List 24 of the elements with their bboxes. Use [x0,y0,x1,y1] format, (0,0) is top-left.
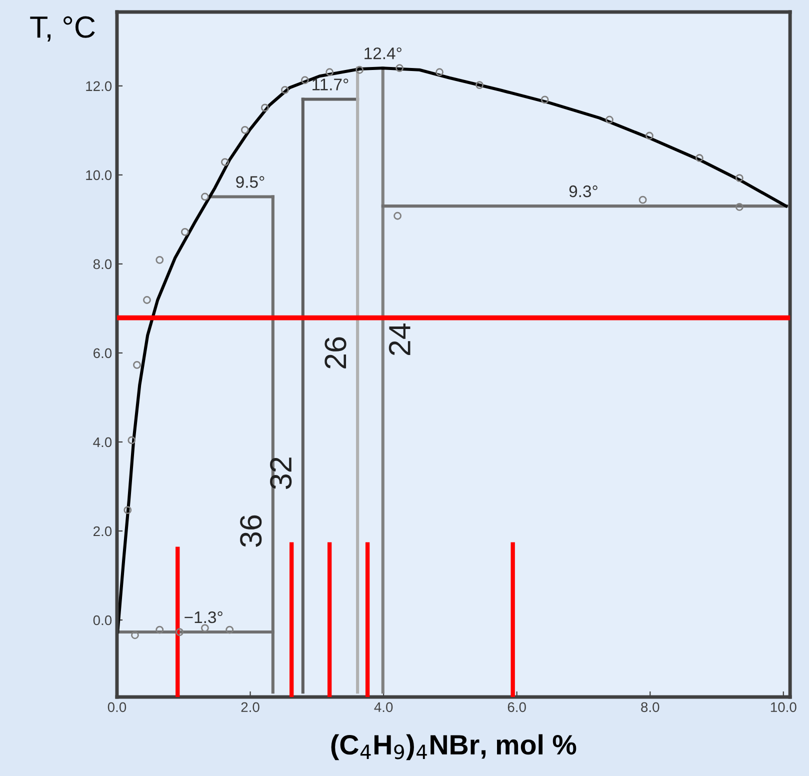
x-tick-label: 0.0 [108,702,126,712]
annotation: 32 [270,458,292,489]
x-axis-title: (C$_{4}$H$_{9}$)$_{4}$NBr, mol % [331,734,576,760]
x-tick-label: 6.0 [508,702,526,712]
y-tick-label: 4.0 [93,437,112,448]
x-tick-label: 8.0 [641,702,660,712]
annotation: 26 [324,337,346,368]
y-tick-label: 2.0 [94,526,112,536]
annotation: 36 [240,515,262,547]
y-tick-label: 6.0 [94,348,112,358]
x-tick-label: 10.0 [770,702,796,712]
y-tick-label: 0.0 [93,615,112,626]
annotation: 12.4° [364,47,402,60]
annotation: 9.3° [569,185,598,198]
x-tick-label: 2.0 [241,702,260,712]
x-tick-label: 4.0 [374,702,393,712]
y-axis-title: T, °C [30,16,95,42]
y-tick-label: 10.0 [86,170,112,180]
annotation: 9.5° [236,176,264,188]
y-tick-label: 8.0 [93,259,112,270]
annotation: −1.3° [184,611,222,624]
y-tick-label: 12.0 [86,81,112,92]
annotation: 11.7° [312,78,348,90]
annotation: 24 [388,324,410,356]
